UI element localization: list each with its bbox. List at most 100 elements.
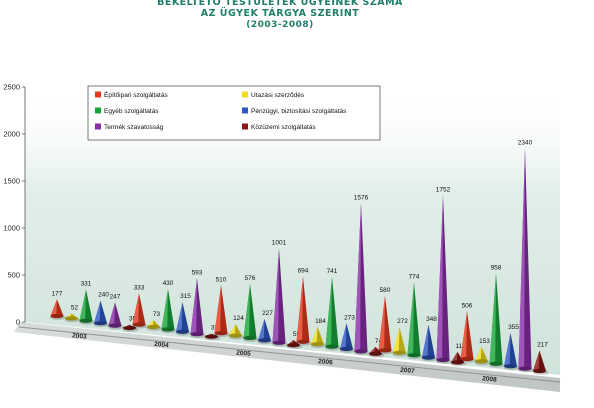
cone-base (451, 360, 464, 365)
data-label: 217 (537, 342, 548, 349)
cone-base (369, 351, 382, 356)
cone-2004-5: 32 (204, 325, 221, 341)
legend-label: Egyéb szolgáltatás (104, 108, 159, 115)
data-label: 1576 (354, 194, 369, 201)
data-label: 1001 (272, 240, 287, 247)
cone-highlight (354, 203, 361, 352)
cone-2004-0: 333 (132, 284, 148, 329)
cone-highlight (407, 282, 414, 356)
legend-swatch (242, 107, 248, 114)
floor-edge (18, 326, 561, 383)
cone-2005-0: 510 (214, 276, 230, 338)
legend-label: Pénzügyi, biztosítási szolgáltatás (251, 108, 347, 115)
floor-plane (14, 322, 560, 392)
cone-highlight (50, 299, 57, 316)
cone-base (296, 339, 310, 344)
cone-highlight (504, 332, 511, 367)
chart-title-line2: AZ ÜGYEK TÁRGYA SZERINT (200, 8, 360, 19)
y-tick-label: 1500 (3, 177, 20, 186)
cone-2005-2: 576 (243, 275, 259, 342)
cone-base (161, 327, 175, 332)
legend-swatch (95, 123, 101, 130)
data-label: 55 (293, 331, 301, 338)
legend-label: Termék szavatosság (104, 124, 164, 131)
cone-base (393, 350, 406, 355)
data-label: 510 (216, 276, 227, 283)
cone-2006-4: 1576 (354, 194, 370, 356)
data-label: 247 (110, 293, 121, 300)
cone-2006-1: 184 (310, 318, 327, 349)
cone-2003-4: 247 (108, 293, 124, 330)
cone-base (272, 340, 286, 345)
cone-base (65, 316, 78, 321)
cone-base (436, 357, 450, 363)
cone-base (460, 356, 474, 362)
cone-2007-3: 348 (421, 316, 438, 362)
cone-highlight (378, 295, 385, 351)
cone-2004-2: 430 (161, 280, 177, 334)
data-label: 430 (163, 280, 174, 287)
cone-2005-3: 227 (257, 310, 274, 345)
data-label: 506 (462, 302, 473, 309)
data-label: 153 (479, 338, 490, 345)
cone-base (533, 368, 546, 374)
data-label: 315 (180, 293, 191, 300)
cone-2005-4: 1001 (272, 240, 288, 347)
cone-base (176, 329, 189, 334)
cone-highlight (533, 350, 540, 371)
y-tick-label: 0 (16, 318, 20, 327)
cone-base (422, 355, 435, 360)
legend-swatch (242, 91, 248, 98)
chart-backdrop (14, 87, 560, 392)
cone-base (340, 346, 353, 352)
data-label: 273 (344, 314, 355, 321)
legend-box (87, 85, 381, 141)
cone-2003-5: 35 (122, 316, 139, 332)
cone-base (132, 322, 146, 327)
data-label: 1752 (436, 186, 451, 193)
chart-title-line1: BÉKÉLTETŐ TESTÜLETEK ÜGYEINEK SZÁMA (157, 0, 403, 8)
cone-2005-1: 124 (228, 315, 245, 340)
y-tick-label: 500 (7, 271, 20, 280)
y-tick-label: 2000 (3, 130, 20, 139)
cone-base (407, 353, 421, 358)
y-tick-label: 1000 (3, 224, 20, 233)
cone-highlight (475, 347, 482, 362)
data-label: 124 (233, 315, 244, 322)
data-label: 184 (315, 318, 326, 325)
cone-2007-4: 1752 (436, 186, 452, 364)
cone-2004-1: 73 (146, 311, 163, 331)
y-tick-label: 2500 (3, 83, 20, 92)
cone-2003-2: 331 (79, 281, 95, 325)
cone-base (518, 366, 532, 371)
data-label: 35 (129, 316, 137, 323)
cone-highlight (436, 195, 443, 360)
cone-2006-0: 694 (296, 268, 312, 346)
data-label: 2340 (518, 140, 533, 147)
legend: Építőipari szolgáltatás Utazási szerződés… (87, 85, 381, 141)
legend-label: Utazási szerződés (251, 92, 305, 99)
data-label: 774 (409, 273, 420, 280)
data-label: 580 (380, 287, 391, 294)
cone-base (50, 313, 64, 319)
data-label: 348 (426, 316, 437, 323)
legend-swatch (242, 123, 248, 130)
legend-swatch (95, 91, 101, 98)
cone-highlight (108, 302, 115, 326)
cone-2008-4: 2340 (518, 140, 534, 373)
cone-2006-3: 273 (339, 314, 356, 353)
cone-2003-3: 240 (93, 292, 110, 328)
cone-base (504, 364, 517, 369)
cone-2008-3: 355 (503, 324, 520, 371)
cone-highlight (393, 327, 400, 353)
cone-base (229, 333, 242, 338)
cone-base (311, 342, 324, 347)
x-tick-label: 2005 (236, 350, 251, 358)
cone-2005-5: 55 (286, 331, 303, 350)
cone-2008-0: 506 (460, 302, 476, 363)
data-label: 355 (508, 324, 519, 331)
data-label: 32 (211, 325, 219, 332)
cone-base (475, 359, 488, 364)
cone-base (354, 349, 368, 354)
